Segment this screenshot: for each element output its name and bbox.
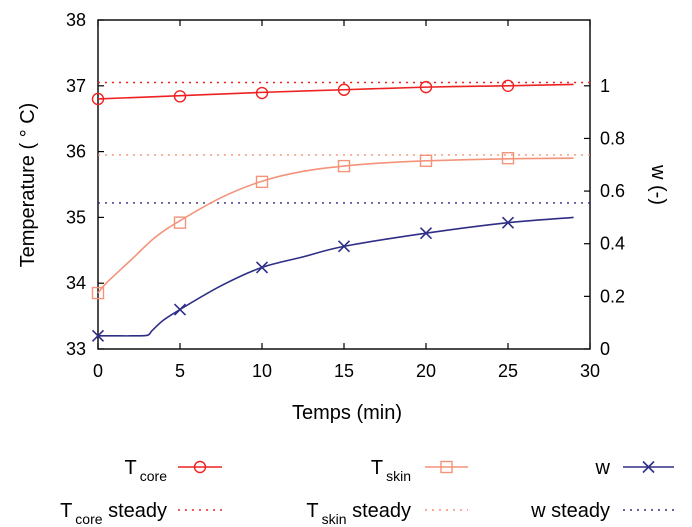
plot-border	[97, 19, 591, 350]
x-tick-label: 5	[175, 361, 185, 381]
series-w-marker	[501, 216, 515, 229]
cross-stroke	[419, 227, 433, 240]
series-w-line	[98, 216, 574, 337]
legend-label-suffix: steady	[546, 500, 610, 522]
series-t-core-line	[97, 83, 574, 100]
legend-label-subscript: skin	[386, 468, 411, 484]
axes: 0 5 10 15 20 25 30 33 34 35 36 37 38 0 0.2 0.4 0.6 0.8 1	[66, 10, 625, 381]
y-tick-label: 36	[66, 142, 86, 162]
y-axis-title: Temperature ( ° C)	[17, 103, 39, 268]
series-t-core-marker	[501, 79, 515, 93]
y-tick-label: 35	[66, 207, 86, 227]
series-t-skin-line	[97, 157, 574, 294]
cross-stroke	[91, 329, 105, 342]
x-tick-label: 10	[252, 361, 272, 381]
legend-label-main: T	[306, 500, 318, 522]
y-tick-label: 34	[66, 273, 86, 293]
legend-label-main: w	[595, 457, 611, 479]
x-tick-label: 0	[93, 361, 103, 381]
series-markers	[91, 79, 515, 342]
x-tick-label: 30	[580, 361, 600, 381]
legend-label-main: T	[371, 457, 383, 479]
legend-label-main: w	[530, 500, 546, 522]
cross-stroke	[501, 216, 515, 229]
x-tick-label: 15	[334, 361, 354, 381]
series-w-marker	[419, 227, 433, 240]
cross-stroke	[642, 460, 655, 474]
legend-label-subscript: core	[75, 511, 102, 527]
steady-lines	[98, 81, 590, 204]
legend-label-subscript: core	[140, 468, 167, 484]
y2-tick-label: 0	[600, 339, 610, 359]
legend-sample-marker	[193, 460, 207, 474]
y2-tick-label: 0.8	[600, 128, 625, 148]
series-t-skin-marker	[255, 175, 269, 189]
y2-tick-label: 0.4	[600, 234, 625, 254]
y2-axis-title: w (-)	[647, 164, 669, 205]
series-t-core-marker	[91, 92, 105, 106]
plot-frame	[97, 19, 591, 350]
y-tick-label: 33	[66, 339, 86, 359]
legend-label-main: T	[125, 457, 137, 479]
series-t-skin-marker	[337, 159, 351, 173]
series-w-marker	[337, 240, 351, 253]
legend-label: w steady	[530, 500, 610, 522]
legend-label-subscript: skin	[322, 511, 347, 527]
y-tick-label: 38	[66, 10, 86, 30]
legend-label-suffix: steady	[103, 500, 167, 522]
legend-label-suffix: steady	[347, 500, 411, 522]
y2-tick-label: 0.6	[600, 181, 625, 201]
cross-stroke	[337, 240, 351, 253]
series-lines	[97, 83, 574, 337]
series-t-core-marker	[173, 90, 187, 103]
legend-label: w	[595, 457, 611, 479]
series-t-skin-marker	[501, 151, 515, 165]
cross-stroke	[255, 261, 269, 274]
y2-tick-label: 1	[600, 76, 610, 96]
y2-tick-label: 0.2	[600, 286, 625, 306]
legend-sample-marker	[642, 460, 655, 474]
series-t-core-marker	[419, 80, 433, 94]
series-t-skin-marker	[173, 216, 187, 229]
series-w-marker	[173, 303, 187, 316]
y-tick-label: 37	[66, 76, 86, 96]
x-tick-label: 25	[498, 361, 518, 381]
x-tick-label: 20	[416, 361, 436, 381]
series-t-core-marker	[255, 86, 269, 100]
legend-sample-marker	[440, 460, 453, 474]
series-w-marker	[255, 261, 269, 274]
legend-label-main: T	[60, 500, 72, 522]
series-t-core-marker	[337, 83, 351, 96]
series-t-skin-marker	[419, 154, 433, 168]
cross-stroke	[173, 303, 187, 316]
x-axis-title: Temps (min)	[292, 402, 402, 424]
series-t-skin-marker	[91, 286, 105, 300]
series-w-marker	[91, 329, 105, 342]
